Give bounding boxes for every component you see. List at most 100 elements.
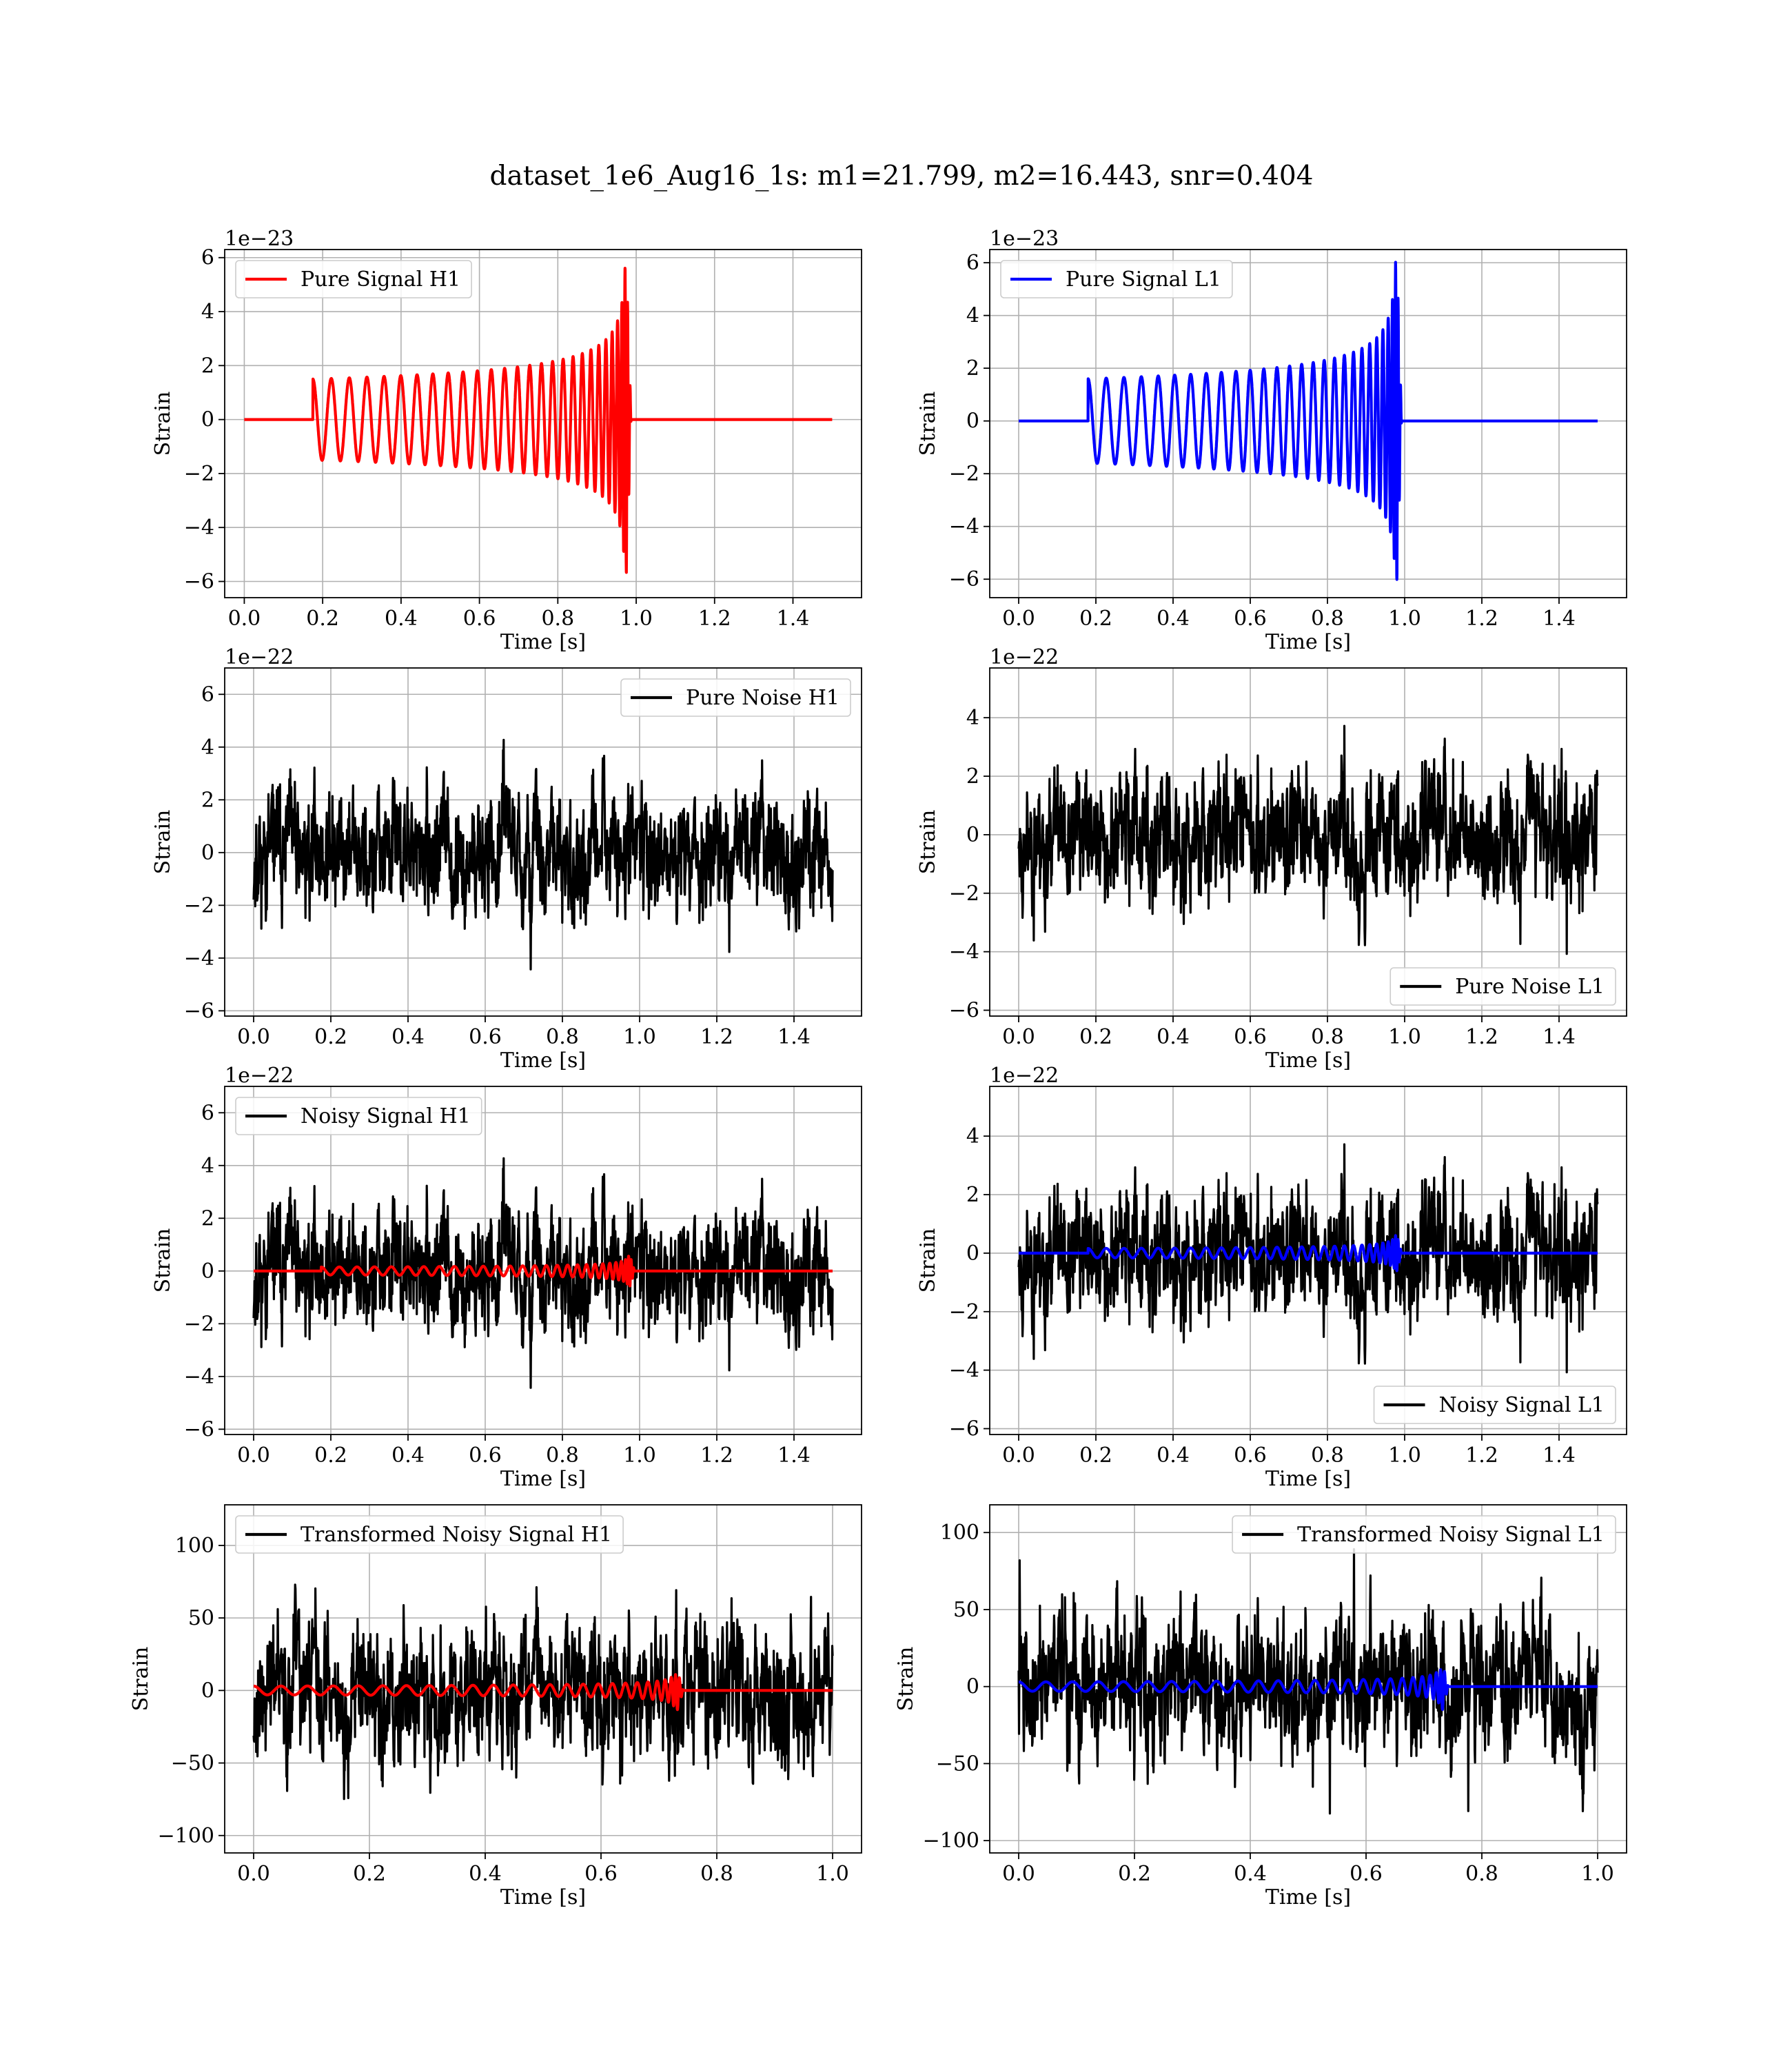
y-tick-label: −2 xyxy=(184,462,214,486)
noisy-signal-h1-xlabel: Time [s] xyxy=(500,1467,586,1491)
y-tick-label: −6 xyxy=(949,567,979,591)
x-tick-label: 1.2 xyxy=(1465,607,1498,631)
pure-noise-l1-axes: 0.0 0.2 0.4 0.6 0.8 1.0 1.2 1.4 −6 −4 −2 0 2 4 1e−22 Ti… xyxy=(916,645,1627,1073)
y-tick-label: 0 xyxy=(966,1241,979,1266)
y-tick-label: −4 xyxy=(184,516,214,540)
y-tick-label: 6 xyxy=(201,246,214,270)
noisy-signal-l1-series-0-line xyxy=(1017,1143,1599,1374)
y-tick-label: 100 xyxy=(175,1534,214,1558)
y-tick-label: 6 xyxy=(201,682,214,707)
pure-signal-h1-legend-box xyxy=(235,260,472,298)
transformed-noisy-signal-l1-series-1-line xyxy=(1017,1668,1599,1712)
y-tick-label: 2 xyxy=(201,1206,214,1230)
y-tick-label: 0 xyxy=(201,408,214,432)
pure-noise-h1-legend: Pure Noise H1 xyxy=(620,678,851,717)
pure-signal-l1-xlabel: Time [s] xyxy=(1265,630,1351,654)
pure-signal-l1-axes: 0.0 0.2 0.4 0.6 0.8 1.0 1.2 1.4 −6 −4 −2 0 2 4 6 1e−23 T… xyxy=(916,227,1627,654)
y-tick-label: 2 xyxy=(201,788,214,812)
transformed-noisy-signal-l1-axes: 0.0 0.2 0.4 0.6 0.8 1.0 −100 −50 0 50 100 Time [s] S… xyxy=(894,1504,1627,1909)
x-tick-label: 0.4 xyxy=(1157,1025,1190,1049)
pure-signal-h1-ylabel: Strain xyxy=(151,392,175,456)
transformed-noisy-signal-h1-series-1-line xyxy=(252,1673,834,1712)
noisy-signal-l1-frame xyxy=(989,1086,1627,1435)
transformed-noisy-signal-l1-frame xyxy=(989,1504,1627,1854)
y-tick-label: −4 xyxy=(184,1365,214,1389)
y-tick-label: 4 xyxy=(966,304,979,328)
pure-signal-l1-frame xyxy=(989,249,1627,598)
x-tick-label: 0.8 xyxy=(546,1025,579,1049)
transformed-noisy-signal-l1-ylabel: Strain xyxy=(894,1647,918,1712)
x-tick-label: 0.4 xyxy=(391,1443,425,1468)
noisy-signal-l1-legend-label: Noisy Signal L1 xyxy=(1439,1393,1605,1417)
noisy-signal-h1-plot-area xyxy=(252,1157,834,1389)
x-tick-label: 0.4 xyxy=(391,1025,425,1049)
y-tick-label: −6 xyxy=(949,999,979,1023)
y-tick-label: 0 xyxy=(201,1259,214,1284)
x-tick-label: 0.6 xyxy=(1234,607,1267,631)
x-tick-label: 1.2 xyxy=(698,607,731,631)
x-tick-label: 1.0 xyxy=(620,607,653,631)
y-tick-label: 4 xyxy=(201,736,214,760)
x-tick-label: 0.0 xyxy=(1002,1025,1035,1049)
x-tick-label: 0.2 xyxy=(1118,1862,1151,1886)
transformed-noisy-signal-h1-legend: Transformed Noisy Signal H1 xyxy=(235,1515,624,1554)
x-tick-label: 0.4 xyxy=(1234,1862,1267,1886)
y-tick-label: −4 xyxy=(949,1359,979,1383)
y-tick-label: −4 xyxy=(949,515,979,539)
y-tick-label: 2 xyxy=(966,764,979,789)
x-tick-label: 0.0 xyxy=(1002,1443,1035,1468)
x-tick-label: 0.6 xyxy=(1234,1025,1267,1049)
pure-signal-l1-offset-text: 1e−23 xyxy=(990,227,1059,251)
noisy-signal-l1-xlabel: Time [s] xyxy=(1265,1467,1351,1491)
pure-signal-h1-legend: Pure Signal H1 xyxy=(235,260,472,298)
x-tick-label: 1.0 xyxy=(623,1025,656,1049)
pure-noise-h1-axes: 0.0 0.2 0.4 0.6 0.8 1.0 1.2 1.4 −6 −4 −2 0 2 4 6 1e−22 T… xyxy=(151,645,862,1073)
y-tick-label: 50 xyxy=(953,1598,979,1622)
y-tick-label: 0 xyxy=(966,823,979,847)
y-tick-label: −6 xyxy=(184,570,214,594)
transformed-noisy-signal-h1-plot-area xyxy=(252,1583,834,1801)
pure-signal-h1-offset-text: 1e−23 xyxy=(225,227,294,251)
y-tick-label: −2 xyxy=(184,1312,214,1336)
x-tick-label: 0.0 xyxy=(237,1443,270,1468)
y-tick-label: −6 xyxy=(184,1417,214,1441)
y-tick-label: 0 xyxy=(966,409,979,434)
pure-noise-l1-offset-text: 1e−22 xyxy=(990,645,1059,669)
transformed-noisy-signal-l1-series-0-line xyxy=(1017,1548,1599,1815)
y-tick-label: −100 xyxy=(158,1824,214,1848)
y-tick-label: 100 xyxy=(940,1521,979,1545)
y-tick-label: −100 xyxy=(923,1829,979,1853)
transformed-noisy-signal-h1-legend-label: Transformed Noisy Signal H1 xyxy=(301,1523,612,1547)
x-tick-label: 0.2 xyxy=(306,607,339,631)
noisy-signal-l1-axes: 0.0 0.2 0.4 0.6 0.8 1.0 1.2 1.4 −6 −4 −2 0 2 4 1e−22 Ti… xyxy=(916,1064,1627,1491)
pure-signal-h1-legend-label: Pure Signal H1 xyxy=(301,267,460,292)
noisy-signal-h1-legend-label: Noisy Signal H1 xyxy=(301,1104,471,1128)
x-tick-label: 0.4 xyxy=(469,1862,502,1886)
pure-noise-l1-legend-label: Pure Noise L1 xyxy=(1455,975,1605,999)
pure-signal-l1-series-0-line xyxy=(1017,261,1599,581)
pure-signal-l1-legend-box xyxy=(1000,260,1233,298)
pure-noise-l1-plot-area xyxy=(1017,724,1599,955)
noisy-signal-l1-series-1-line xyxy=(1017,1234,1599,1273)
x-tick-label: 0.4 xyxy=(1157,1443,1190,1468)
y-tick-label: 4 xyxy=(201,300,214,324)
noisy-signal-l1-plot-area xyxy=(1017,1143,1599,1374)
x-tick-label: 1.0 xyxy=(623,1443,656,1468)
x-tick-label: 1.2 xyxy=(1465,1443,1498,1468)
x-tick-label: 0.2 xyxy=(1079,1443,1112,1468)
pure-noise-l1-series-0-line xyxy=(1017,724,1599,955)
x-tick-label: 1.2 xyxy=(700,1025,733,1049)
y-tick-label: −50 xyxy=(171,1752,214,1776)
noisy-signal-l1-legend: Noisy Signal L1 xyxy=(1373,1386,1616,1424)
pure-noise-h1-frame xyxy=(224,667,862,1017)
x-tick-label: 1.4 xyxy=(1542,1025,1576,1049)
pure-noise-l1-ylabel: Strain xyxy=(916,810,940,875)
transformed-noisy-signal-l1-legend: Transformed Noisy Signal L1 xyxy=(1232,1515,1616,1554)
noisy-signal-h1-legend: Noisy Signal H1 xyxy=(235,1097,482,1135)
figure-title: dataset_1e6_Aug16_1s: m1=21.799, m2=16.4… xyxy=(490,161,1314,192)
transformed-noisy-signal-h1-axes: 0.0 0.2 0.4 0.6 0.8 1.0 −100 −50 0 50 100 Time [s] S… xyxy=(129,1504,862,1909)
y-tick-label: −2 xyxy=(949,1300,979,1324)
y-tick-label: 4 xyxy=(201,1154,214,1178)
y-tick-label: 2 xyxy=(966,356,979,381)
pure-noise-h1-offset-text: 1e−22 xyxy=(225,645,294,669)
